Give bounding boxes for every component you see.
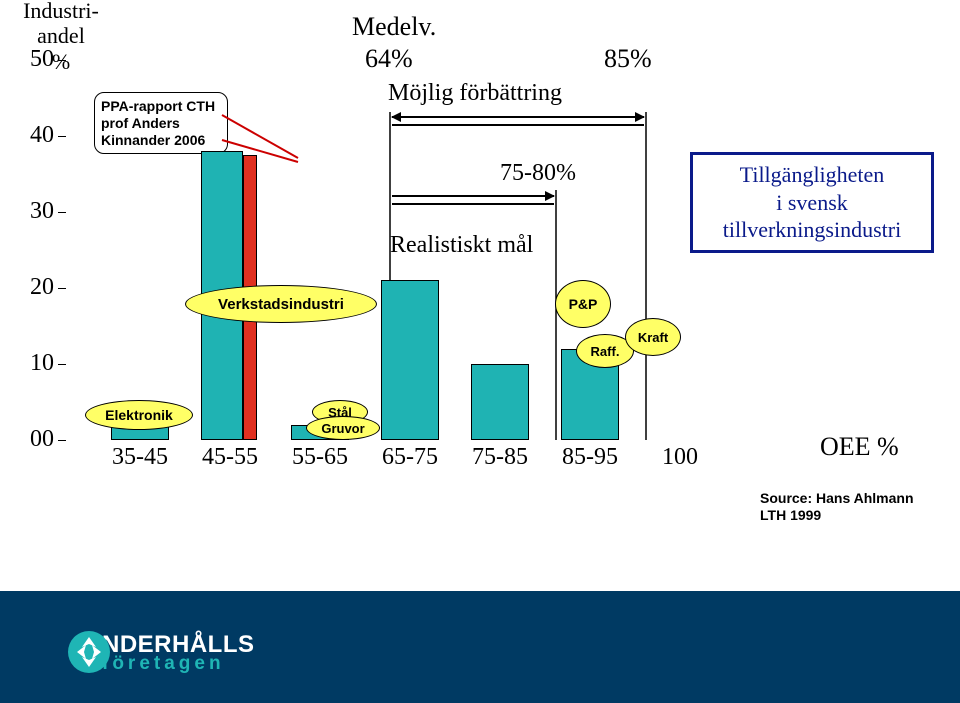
realistic-label: Realistiskt mål	[390, 232, 533, 259]
x-axis-title: OEE %	[820, 432, 899, 462]
ellipse-label: Kraft	[625, 318, 681, 356]
y-tick-mark	[58, 440, 66, 441]
y-tick-label: 10	[20, 350, 54, 377]
footer-logo: NDERHÅLLS företagen	[66, 631, 255, 675]
info-box: Tillgängligheten i svensk tillverkningsi…	[690, 152, 934, 253]
ellipse-label: P&P	[555, 280, 611, 328]
y-tick-label: 40	[20, 122, 54, 149]
bar	[471, 364, 529, 440]
footer-bar: NDERHÅLLS företagen	[0, 591, 960, 703]
x-tick-label: 35-45	[105, 444, 175, 471]
target-arrow	[392, 195, 554, 197]
x-tick-label: 55-65	[285, 444, 355, 471]
y-tick-label: 20	[20, 274, 54, 301]
x-tick-label: 65-75	[375, 444, 445, 471]
x-tick-label: 75-85	[465, 444, 535, 471]
y-tick-mark	[58, 288, 66, 289]
y-tick-label: 50	[20, 46, 54, 73]
info-box-line-2: tillverkningsindustri	[723, 217, 901, 242]
ellipse-label: Elektronik	[85, 400, 193, 430]
x-tick-label: 45-55	[195, 444, 265, 471]
ellipse-label: Verkstadsindustri	[185, 285, 377, 323]
logo-line-2: företagen	[102, 655, 255, 672]
y-tick-mark	[58, 60, 66, 61]
logo-line-1: NDERHÅLLS	[102, 634, 255, 656]
y-tick-mark	[58, 136, 66, 137]
chart-area: Industri- andel % PPA-rapport CTH prof A…	[0, 0, 960, 540]
logo-text: NDERHÅLLS företagen	[102, 634, 255, 673]
source-line-0: Source: Hans Ahlmann	[760, 490, 914, 506]
source-text: Source: Hans Ahlmann LTH 1999	[760, 490, 914, 524]
info-box-line-1: i svensk	[776, 190, 848, 215]
y-tick-mark	[58, 364, 66, 365]
y-tick-mark	[58, 212, 66, 213]
info-box-line-0: Tillgängligheten	[740, 162, 885, 187]
source-line-1: LTH 1999	[760, 507, 821, 523]
logo-mark-icon	[66, 629, 112, 675]
y-tick-label: 30	[20, 198, 54, 225]
bar	[381, 280, 439, 440]
ellipse-label: Gruvor	[306, 416, 380, 440]
target-arrow-shadow	[392, 203, 554, 205]
x-tick-label: 100	[645, 444, 715, 471]
y-tick-label: 00	[20, 426, 54, 453]
x-axis-line	[70, 440, 790, 441]
x-tick-label: 85-95	[555, 444, 625, 471]
